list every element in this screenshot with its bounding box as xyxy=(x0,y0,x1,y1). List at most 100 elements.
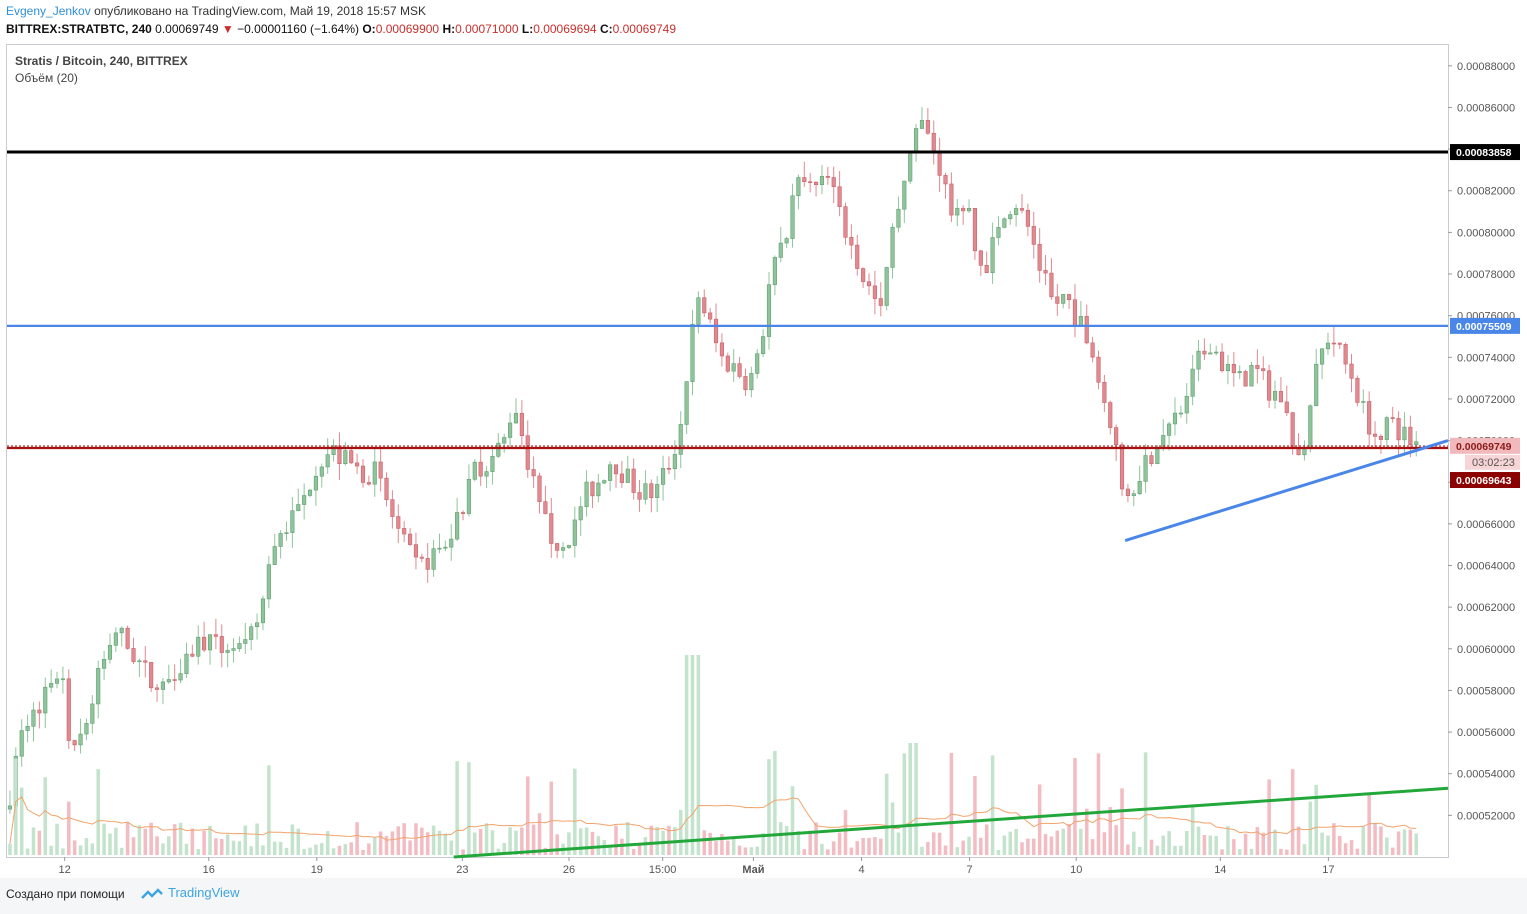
candle-body xyxy=(619,473,624,483)
candle-body xyxy=(719,342,724,357)
candle-body xyxy=(260,598,266,624)
volume-bar xyxy=(920,846,924,855)
volume-bar xyxy=(372,837,377,855)
volume-bar xyxy=(225,834,230,855)
volume-bar xyxy=(102,823,106,855)
candle-body xyxy=(572,519,577,546)
candle-body xyxy=(1355,377,1360,403)
candle-body xyxy=(531,469,536,477)
price-level-tag xyxy=(1450,472,1520,489)
volume-bar xyxy=(202,830,206,855)
candle-body xyxy=(543,501,548,514)
candle-body xyxy=(766,284,772,337)
candle-body xyxy=(437,547,442,550)
candle-body xyxy=(1349,363,1354,379)
volume-bar xyxy=(537,813,542,855)
candle-body xyxy=(578,506,583,521)
candle-body xyxy=(584,481,589,507)
volume-bar xyxy=(1179,845,1183,855)
volume-bar xyxy=(1302,844,1307,855)
volume-bar xyxy=(1361,826,1366,855)
high-value: 0.00071000 xyxy=(455,22,519,36)
candle-body xyxy=(296,504,301,512)
candle-body xyxy=(925,120,930,134)
candle-body xyxy=(555,543,560,551)
volume-bar xyxy=(361,849,365,855)
candle-body xyxy=(66,678,71,741)
volume-bar xyxy=(137,825,142,855)
candle-body xyxy=(737,363,742,377)
candle-body xyxy=(1131,493,1136,496)
candle-body xyxy=(96,668,101,705)
volume-bar xyxy=(278,841,283,855)
volume-bar xyxy=(1155,845,1160,855)
last-price: 0.00069749 xyxy=(155,22,219,36)
candle-body xyxy=(1390,417,1395,419)
volume-bar xyxy=(296,828,301,855)
volume-bar xyxy=(867,837,871,855)
candle-body xyxy=(702,297,707,314)
y-tick-label: 0.00088000 xyxy=(1457,61,1515,73)
volume-bar xyxy=(726,840,730,855)
candle-body xyxy=(613,464,619,475)
volume-bar xyxy=(249,846,253,855)
chart-pane[interactable] xyxy=(6,44,1449,858)
candle-body xyxy=(355,462,360,467)
candle-body xyxy=(731,363,736,372)
candle-body xyxy=(761,336,766,355)
candle-body xyxy=(649,483,654,498)
volume-bar xyxy=(61,848,65,855)
y-tick-label: 0.00060000 xyxy=(1457,644,1515,656)
author-link[interactable]: Evgeny_Jenkov xyxy=(6,4,91,18)
volume-bar xyxy=(396,826,401,855)
volume-bar xyxy=(184,843,189,855)
candle-body xyxy=(560,547,566,551)
tradingview-logo[interactable]: TradingView xyxy=(140,885,240,900)
volume-bar xyxy=(172,824,177,855)
volume-bar xyxy=(1002,835,1007,855)
candle-body xyxy=(343,450,348,464)
candle-body xyxy=(449,538,454,548)
candle-body xyxy=(160,681,165,690)
candle-body xyxy=(266,564,271,600)
volume-bar xyxy=(455,761,459,855)
candle-body xyxy=(1037,244,1042,271)
candle-body xyxy=(37,709,42,714)
candle-body xyxy=(1149,455,1154,464)
volume-bar xyxy=(125,822,130,855)
volume-bar xyxy=(778,822,783,855)
candle-body xyxy=(1243,371,1248,387)
high-label: H: xyxy=(442,22,456,36)
candle-body xyxy=(1325,342,1331,350)
volume-bar xyxy=(626,822,630,855)
volume-bar xyxy=(943,845,948,855)
candle-body xyxy=(937,152,942,176)
candle-body xyxy=(1031,226,1036,245)
y-tick-label: 0.00080000 xyxy=(1457,227,1515,239)
candle-body xyxy=(843,206,848,238)
volume-bar xyxy=(190,828,195,855)
volume-bar xyxy=(302,848,306,855)
volume-bar xyxy=(690,655,695,855)
candle-body xyxy=(1072,299,1078,327)
candle-body xyxy=(490,456,495,472)
volume-bar xyxy=(531,824,536,855)
legend-volume: Объём (20) xyxy=(15,71,78,85)
candle-body xyxy=(666,467,672,470)
volume-bar xyxy=(119,847,124,855)
volume-bar xyxy=(208,825,212,855)
candle-body xyxy=(137,660,142,663)
volume-bar xyxy=(749,847,754,855)
x-tick-label: 19 xyxy=(311,864,323,876)
candle-body xyxy=(202,636,207,651)
candle-body xyxy=(84,723,89,735)
candle-body xyxy=(861,268,866,283)
last-price-tag xyxy=(1450,437,1520,454)
candle-body xyxy=(1255,365,1260,369)
volume-bar xyxy=(1343,843,1348,855)
candle-body xyxy=(443,546,448,549)
volume-bar xyxy=(802,849,807,855)
candle-body xyxy=(19,730,24,757)
price-chart[interactable]: 0.00052000 0.00054000 0.00056000 0.00058000… xyxy=(0,0,1527,878)
volume-bar xyxy=(702,830,707,855)
